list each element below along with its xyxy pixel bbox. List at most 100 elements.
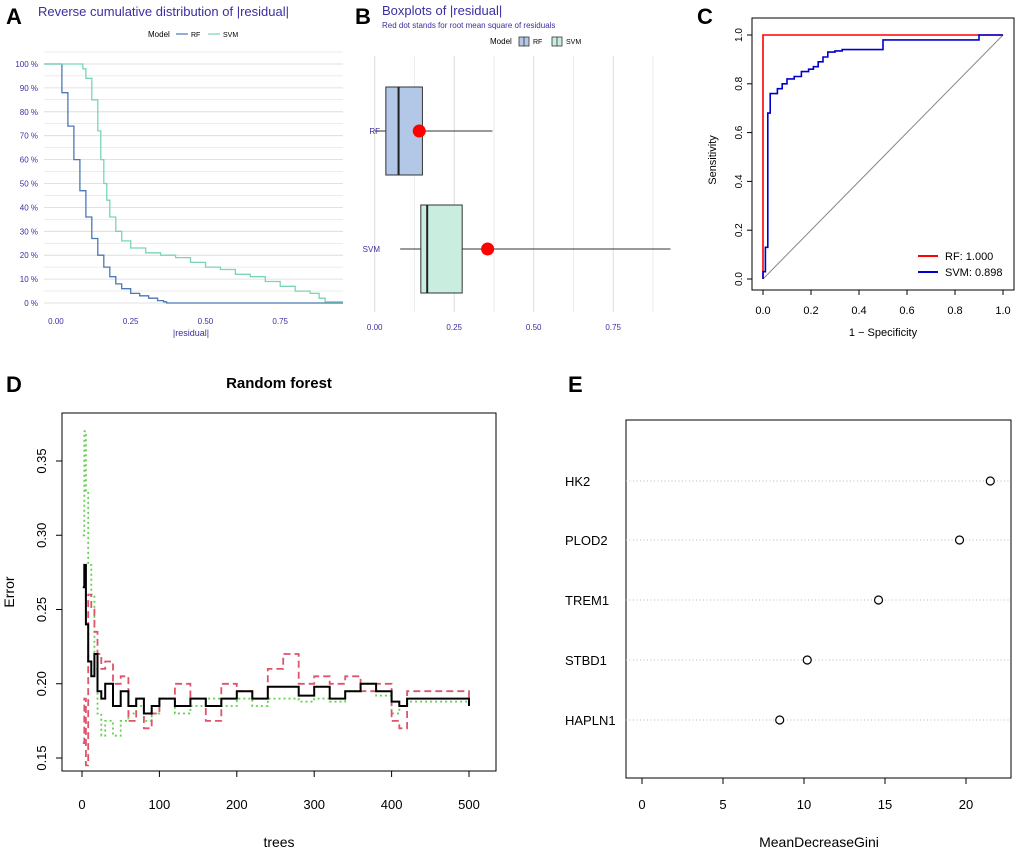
panel-e-point <box>775 715 785 725</box>
panel-c-y-label: Sensitivity <box>707 135 719 185</box>
panel-c-x-label: 1 − Specificity <box>849 327 918 339</box>
panel-b-subtitle: Red dot stands for root mean square of r… <box>382 21 555 30</box>
panel-e-variable-label: PLOD2 <box>565 533 608 548</box>
panel-c-series <box>762 34 1004 280</box>
panel-b-rf-rmse-dot <box>412 124 426 138</box>
panel-d-label: D <box>6 372 22 397</box>
panel-c-x-tick-label: 1.0 <box>995 305 1010 317</box>
panel-e-point <box>985 476 995 486</box>
panel-b-legend: Model RF SVM <box>490 36 581 47</box>
panel-e-x-label: MeanDecreaseGini <box>759 834 879 850</box>
panel-e-point <box>802 655 812 665</box>
panel-c-legend-svm: SVM: 0.898 <box>945 267 1002 279</box>
panel-c-legend-box <box>915 243 1012 285</box>
panel-c-roc-rf <box>762 34 1003 279</box>
panel-b-category-label: RF <box>369 127 380 136</box>
panel-e-x-ticks: 0 5 10 15 20 <box>638 778 973 812</box>
panel-c-diagonal <box>762 34 1004 280</box>
panel-d-line-class-2 <box>82 430 470 737</box>
panel-d-title: Random forest <box>226 375 332 392</box>
panel-a-title: Reverse cumulative distribution of |resi… <box>38 4 289 19</box>
panel-b-x-tick-label: 0.50 <box>526 323 542 332</box>
panel-a-series <box>44 63 343 304</box>
panel-b-boxes <box>374 86 671 294</box>
panel-a-x-ticks: 0.00 0.25 0.50 0.75 <box>48 317 288 326</box>
panel-e-x-tick-label: 10 <box>797 797 811 812</box>
panel-b-x-tick-label: 0.00 <box>367 323 383 332</box>
panel-d-y-tick-label: 0.30 <box>34 523 49 548</box>
panel-d-y-tick-label: 0.35 <box>34 448 49 473</box>
panel-c: C 0.00.20.40.60.81.0 0.0 0.2 0.4 0.6 0.8 1.0 … <box>697 4 1015 339</box>
panel-a-y-tick-label: 50 % <box>20 180 38 189</box>
panel-b-legend-svm: SVM <box>566 39 581 46</box>
panel-b-x-tick-label: 0.25 <box>446 323 462 332</box>
panel-a-label: A <box>6 4 22 29</box>
panel-a-y-tick-label: 40 % <box>20 203 38 212</box>
panel-e-frame <box>625 419 1012 779</box>
panel-a-y-tick-label: 20 % <box>20 251 38 260</box>
panel-c-y-tick-label: 1.0 <box>734 28 745 42</box>
panel-d-line-oob <box>82 563 470 715</box>
panel-c-y-tick-label: 0.4 <box>734 174 745 188</box>
panel-e-variable-label: HK2 <box>565 474 590 489</box>
panel-e-variable-label: STBD1 <box>565 653 607 668</box>
panel-a-x-tick-label: 0.25 <box>123 317 139 326</box>
panel-d-x-tick-label: 300 <box>303 797 325 812</box>
panel-a-y-tick-label: 80 % <box>20 108 38 117</box>
panel-e-rows: HK2 PLOD2 TREM1 STBD1 HAPLN1 <box>565 474 1011 728</box>
panel-c-y-ticks: 0.0 0.2 0.4 0.6 0.8 1.0 <box>734 28 752 286</box>
panel-a-y-tick-label: 70 % <box>20 132 38 141</box>
panel-e-x-tick-label: 5 <box>719 797 726 812</box>
panel-a-x-tick-label: 0.50 <box>198 317 214 326</box>
panel-b-category-labels: RF SVM <box>363 127 381 254</box>
panel-a-y-tick-label: 90 % <box>20 84 38 93</box>
panel-b-svm-rmse-dot <box>481 242 495 256</box>
panel-a-y-tick-label: 30 % <box>20 227 38 236</box>
panel-b-legend-title: Model <box>490 37 512 46</box>
panel-a-line-svm <box>44 63 343 303</box>
panel-e-x-tick-label: 20 <box>959 797 973 812</box>
panel-d-y-tick-label: 0.20 <box>34 671 49 696</box>
panel-c-frame <box>751 17 1015 291</box>
panel-d-y-ticks: 0.15 0.20 0.25 0.30 0.35 <box>34 448 62 771</box>
panel-e: E HK2 PLOD2 TREM1 STBD1 HAPLN1 0 5 10 15 20 Mean… <box>565 372 1012 850</box>
panel-a-x-tick-label: 0.00 <box>48 317 64 326</box>
panel-e-x-tick-label: 0 <box>638 797 645 812</box>
panel-d-y-tick-label: 0.25 <box>34 597 49 622</box>
panel-a-legend-rf: RF <box>191 32 200 39</box>
panel-b-title: Boxplots of |residual| <box>382 3 502 18</box>
panel-d-line-class-1 <box>82 593 470 767</box>
panel-a-x-label: |residual| <box>173 328 209 338</box>
panel-d: D Random forest 0.15 0.20 0.25 0.30 0.35 0 10… <box>1 372 497 850</box>
panel-a-legend-title: Model <box>148 30 170 39</box>
panel-c-y-tick-label: 0.0 <box>734 272 745 286</box>
panel-d-series <box>82 430 470 767</box>
panel-a-line-rf <box>44 63 343 304</box>
panel-d-x-tick-label: 200 <box>226 797 248 812</box>
panel-c-x-tick-label: 0.6 <box>899 305 914 317</box>
panel-b: B Boxplots of |residual| Red dot stands … <box>355 3 671 332</box>
panel-c-legend-rf: RF: 1.000 <box>945 251 993 263</box>
panel-a-y-tick-label: 60 % <box>20 156 38 165</box>
panel-c-x-tick-label: 0.2 <box>803 305 818 317</box>
panel-c-y-tick-label: 0.8 <box>734 76 745 90</box>
panel-e-x-tick-label: 15 <box>878 797 892 812</box>
panel-a: A Reverse cumulative distribution of |re… <box>6 4 343 338</box>
panel-e-point <box>873 595 884 605</box>
panel-c-label: C <box>697 4 713 29</box>
panel-a-y-ticks: 0 % 10 % 20 % 30 % 40 % 50 % 60 % 70 % 80 % 90 % 1… <box>15 60 38 308</box>
panel-c-legend: RF: 1.000 SVM: 0.898 <box>915 243 1012 285</box>
panel-a-y-tick-label: 10 % <box>20 275 38 284</box>
panel-a-x-tick-label: 0.75 <box>272 317 288 326</box>
panel-d-x-tick-label: 0 <box>78 797 85 812</box>
panel-d-y-label: Error <box>1 576 17 607</box>
panel-a-legend-svm: SVM <box>223 32 238 39</box>
panel-d-frame <box>61 412 497 772</box>
panel-c-y-tick-label: 0.6 <box>734 125 745 139</box>
panel-a-legend: Model RF SVM <box>148 30 238 39</box>
panel-c-x-tick-label: 0.4 <box>851 305 866 317</box>
panel-c-y-tick-label: 0.2 <box>734 223 745 237</box>
panel-c-x-tick-label: 0.0 <box>755 305 770 317</box>
panel-e-label: E <box>568 372 583 397</box>
